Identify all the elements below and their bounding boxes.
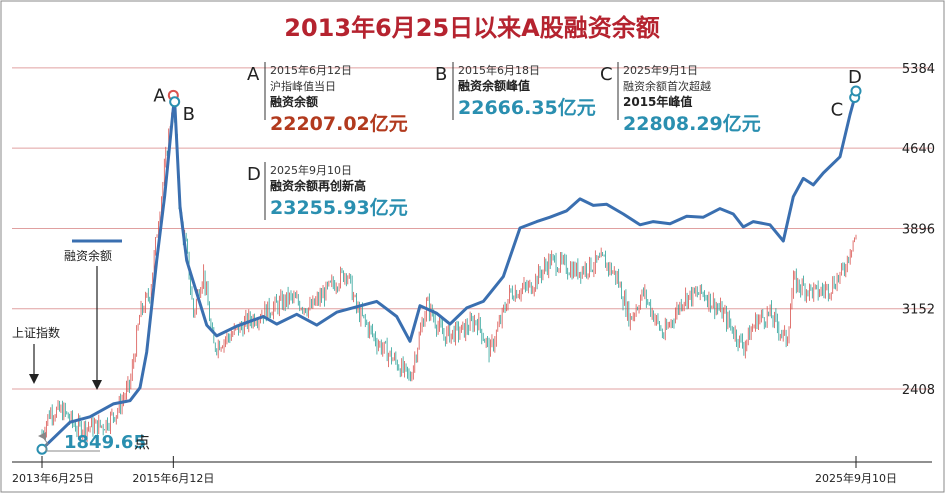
marker-b xyxy=(169,96,181,108)
annotation-date: 2015年6月12日 xyxy=(270,63,352,77)
x-tick-label: 2015年6月12日 xyxy=(132,471,214,485)
grid-lines xyxy=(12,67,932,390)
marker-letter: A xyxy=(153,85,166,106)
y-tick-label: 3896 xyxy=(902,222,935,237)
min-callout-line xyxy=(41,435,100,452)
annotation-date: 2015年6月18日 xyxy=(458,63,540,77)
index-series-label: 上证指数 xyxy=(12,325,60,340)
annotation-date: 2025年9月10日 xyxy=(270,163,352,177)
margin-series-label: 融资余额 xyxy=(64,248,112,263)
y-tick-label: 2408 xyxy=(902,383,935,398)
y-tick-label: 3152 xyxy=(902,303,935,318)
marker-letter: C xyxy=(831,99,844,120)
x-tick-label: 2013年6月25日 xyxy=(12,471,94,485)
annotation-letter: C xyxy=(600,64,613,85)
min-unit: 点 xyxy=(134,433,150,452)
annotation-value: 22808.29亿元 xyxy=(623,112,761,135)
y-tick-label: 4640 xyxy=(902,142,935,157)
marker-d xyxy=(850,85,862,97)
annotation-line: 融资余额峰值 xyxy=(458,78,530,93)
x-axis: 2013年6月25日 2015年6月12日 2025年9月10日 xyxy=(12,456,932,485)
y-tick-labels: 2408 3152 3896 4640 5384 xyxy=(902,62,935,398)
annotation-date: 2025年9月1日 xyxy=(623,63,698,77)
arrow-left-icon xyxy=(38,432,46,440)
peak-markers: AB CD xyxy=(36,67,862,455)
index-series-callout: 上证指数 xyxy=(12,325,60,384)
annotation-line: 沪指峰值当日 xyxy=(270,79,336,93)
annotation-line: 融资余额再创新高 xyxy=(270,178,366,193)
marker-min xyxy=(36,443,48,455)
annotation-line: 融资余额 xyxy=(270,94,318,109)
arrow-down-icon xyxy=(92,380,102,390)
annotation-value: 23255.93亿元 xyxy=(270,196,408,219)
annotation-value: 22666.35亿元 xyxy=(458,96,596,119)
annotation-letter: B xyxy=(435,64,447,85)
y-tick-label: 5384 xyxy=(902,62,935,77)
arrow-down-icon xyxy=(29,374,39,384)
min-value: 1849.65 xyxy=(64,432,146,453)
annotation-value: 22207.02亿元 xyxy=(270,112,408,135)
annotation-letter: A xyxy=(247,64,260,85)
annotation-letter: D xyxy=(247,164,261,185)
marker-letter: B xyxy=(183,104,195,125)
min-value-callout: 1849.65 点 xyxy=(38,432,150,453)
annotation-line: 融资余额首次超越 xyxy=(623,79,711,93)
margin-series-callout: 融资余额 xyxy=(64,239,122,390)
marker-letter: D xyxy=(848,67,862,88)
x-tick-label: 2025年9月10日 xyxy=(815,471,897,485)
annotation-line: 2015年峰值 xyxy=(623,94,692,109)
chart-title: 2013年6月25日以来A股融资余额 xyxy=(284,14,659,42)
